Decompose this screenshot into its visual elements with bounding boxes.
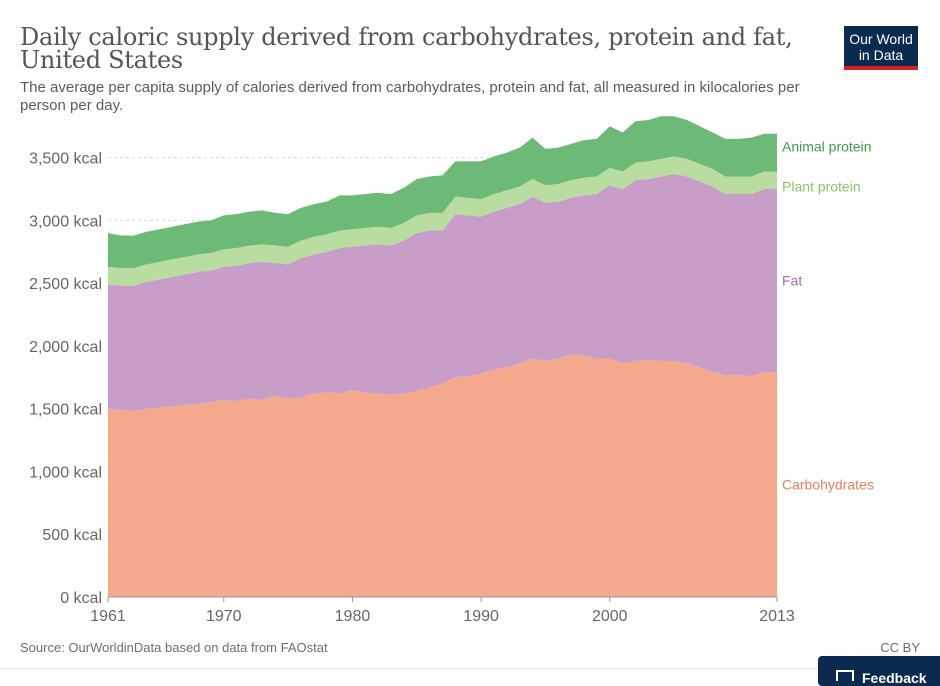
logo-line-1: Our World xyxy=(849,31,913,47)
x-tick-label: 1990 xyxy=(463,608,499,625)
label-plant-protein: Plant protein xyxy=(782,178,861,194)
label-fat: Fat xyxy=(782,273,802,289)
license-label[interactable]: CC BY xyxy=(880,640,920,655)
y-tick-label: 2,000 kcal xyxy=(29,339,102,356)
logo-line-2: in Data xyxy=(858,47,904,63)
label-animal-protein: Animal protein xyxy=(782,139,872,155)
y-tick-label: 500 kcal xyxy=(42,527,102,544)
area-carbohydrates xyxy=(108,354,777,597)
y-tick-label: 1,000 kcal xyxy=(29,464,102,481)
y-tick-label: 2,500 kcal xyxy=(29,276,102,293)
x-tick-label: 1980 xyxy=(335,608,371,625)
area-fat xyxy=(108,173,777,412)
feedback-button[interactable]: Feedback xyxy=(818,656,940,686)
area-animal-protein xyxy=(108,116,777,269)
logo-accent-bar xyxy=(844,66,918,70)
x-tick-label: 1961 xyxy=(90,608,126,625)
y-tick-label: 3,000 kcal xyxy=(29,213,102,230)
source-note[interactable]: Source: OurWorldinData based on data fro… xyxy=(20,640,328,655)
y-tick-label: 3,500 kcal xyxy=(29,151,102,168)
chart-subtitle: The average per capita supply of calorie… xyxy=(20,79,800,114)
y-tick-label: 1,500 kcal xyxy=(29,402,102,419)
chart-title: Daily caloric supply derived from carboh… xyxy=(20,23,793,74)
footer-divider xyxy=(0,668,940,669)
x-tick-label: 2000 xyxy=(592,608,628,625)
y-tick-label: 0 kcal xyxy=(60,590,102,607)
feedback-icon xyxy=(836,670,854,681)
x-tick-label: 2013 xyxy=(759,608,795,625)
area-plant-protein xyxy=(108,156,777,286)
label-carbohydrates: Carbohydrates xyxy=(782,477,874,493)
feedback-label: Feedback xyxy=(862,670,927,686)
x-tick-label: 1970 xyxy=(206,608,242,625)
owid-logo[interactable]: Our World in Data xyxy=(844,26,918,70)
